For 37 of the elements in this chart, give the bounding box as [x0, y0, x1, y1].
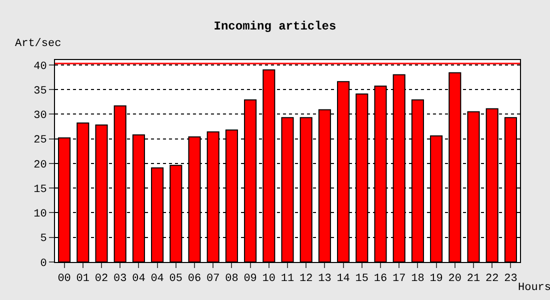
y-tick-label: 20 [34, 159, 47, 172]
x-tick-label: 23 [504, 273, 518, 286]
x-tick-label: 17 [392, 273, 406, 286]
x-tick-label: 22 [486, 273, 499, 286]
x-tick-label: 01 [76, 273, 90, 286]
x-tick-label: 10 [262, 273, 276, 286]
x-tick-label: 21 [466, 273, 480, 286]
x-tick-label: 15 [355, 273, 368, 286]
y-tick-label: 25 [34, 134, 47, 147]
y-tick-label: 0 [40, 258, 47, 270]
x-tick-label: 09 [244, 273, 257, 286]
y-tick-label: 40 [34, 60, 47, 73]
y-axis-title: Art/sec [15, 38, 62, 50]
y-tick-label: 35 [34, 85, 47, 98]
x-tick-label: 13 [318, 273, 332, 286]
chart-title: Incoming articles [214, 19, 336, 34]
x-tick-label: 02 [94, 273, 108, 286]
x-axis-title: Hours [518, 282, 550, 294]
x-tick-label: 16 [374, 273, 388, 286]
x-tick-label: 11 [280, 273, 294, 286]
y-tick-label: 10 [34, 208, 47, 221]
x-tick-label: 20 [448, 273, 462, 286]
x-tick-label: 18 [411, 273, 424, 286]
x-tick-label: 19 [430, 273, 443, 286]
y-tick-label: 30 [34, 110, 47, 122]
x-tick-label: 00 [58, 273, 71, 286]
x-tick-label: 07 [206, 273, 220, 286]
x-tick-label: 03 [114, 273, 127, 286]
x-tick-label: 05 [169, 273, 182, 286]
x-tick-label: 14 [336, 273, 350, 286]
x-tick-label: 06 [188, 273, 202, 286]
x-tick-label: 08 [225, 273, 238, 286]
x-tick-label: 04 [150, 273, 164, 286]
x-tick-label: 12 [300, 273, 313, 286]
x-tick-label: 04 [132, 273, 146, 286]
y-tick-label: 5 [40, 233, 47, 246]
y-tick-label: 15 [34, 184, 47, 196]
